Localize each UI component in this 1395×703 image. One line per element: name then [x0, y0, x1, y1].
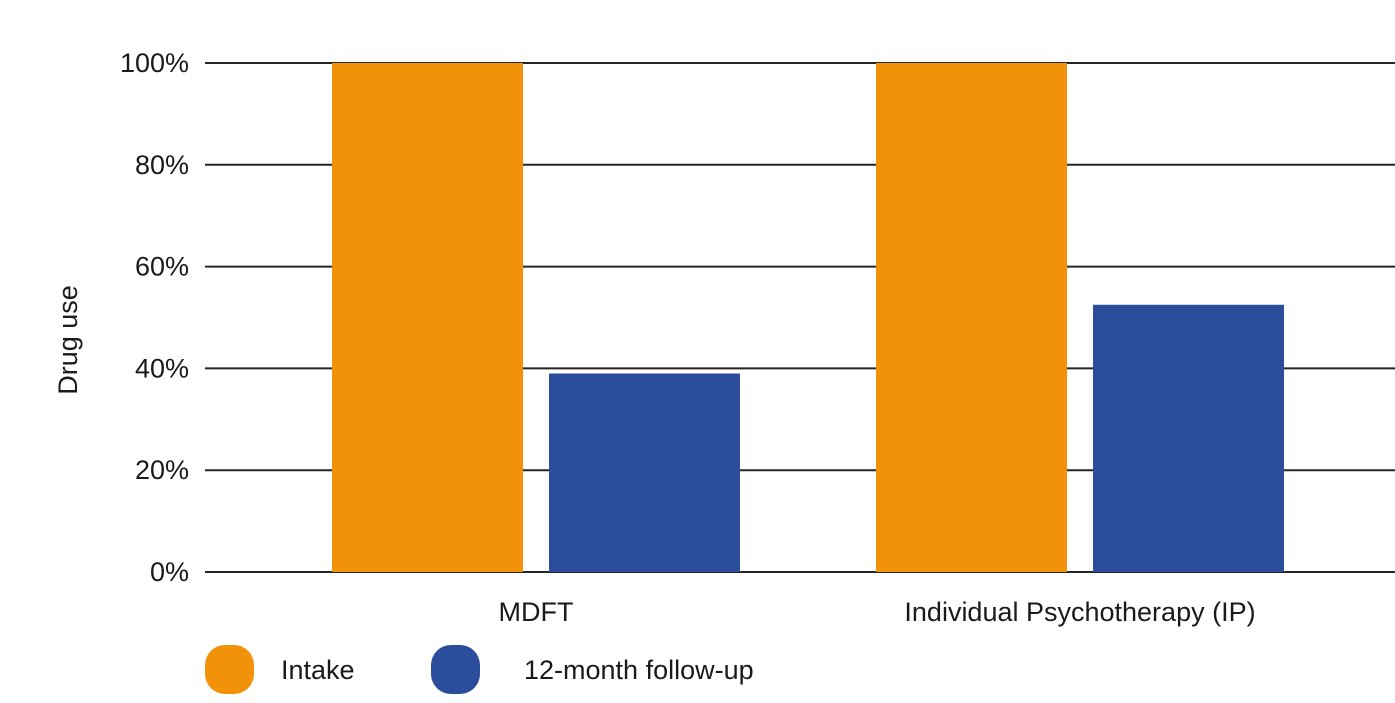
y-tick-label: 40%: [135, 353, 189, 383]
bar-12-month-follow-up-mdft: [549, 373, 740, 572]
y-tick-label: 60%: [135, 252, 189, 282]
y-tick-label: 0%: [150, 557, 189, 587]
y-tick-label: 80%: [135, 150, 189, 180]
y-tick-label: 100%: [120, 48, 189, 78]
bar-intake-mdft: [332, 63, 523, 572]
bar-12-month-follow-up-individual-psychotherapy-ip-: [1093, 304, 1284, 572]
legend: Intake 12-month follow-up: [205, 645, 754, 694]
x-category-label: MDFT: [499, 597, 574, 627]
x-axis-categories: MDFT Individual Psychotherapy (IP): [499, 597, 1256, 627]
y-tick-label: 20%: [135, 455, 189, 485]
legend-swatch: [205, 645, 254, 694]
bars: [332, 63, 1284, 572]
y-axis-title: Drug use: [53, 285, 83, 395]
bar-intake-individual-psychotherapy-ip-: [876, 63, 1067, 572]
legend-label: Intake: [281, 655, 355, 685]
legend-swatch: [431, 645, 480, 694]
x-category-label: Individual Psychotherapy (IP): [904, 597, 1255, 627]
y-axis-ticks: 0% 20% 40% 60% 80% 100%: [120, 48, 189, 587]
legend-label: 12-month follow-up: [524, 655, 754, 685]
